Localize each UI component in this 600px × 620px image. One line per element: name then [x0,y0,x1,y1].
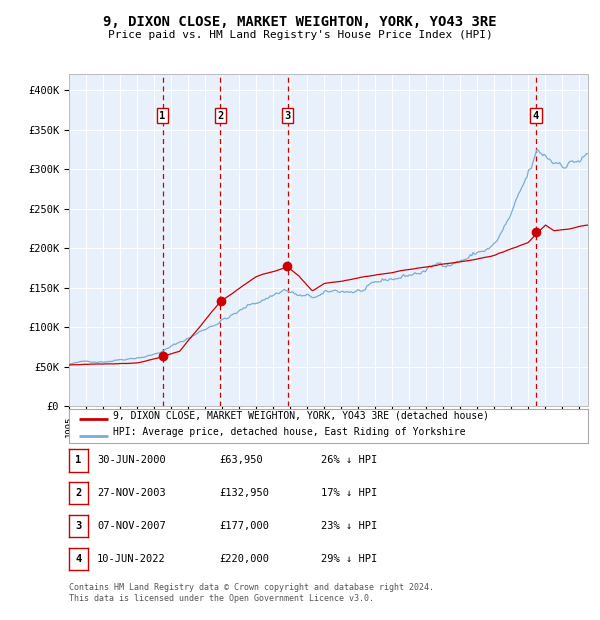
Text: HPI: Average price, detached house, East Riding of Yorkshire: HPI: Average price, detached house, East… [113,427,466,437]
Text: 29% ↓ HPI: 29% ↓ HPI [321,554,377,564]
Text: 1: 1 [76,455,82,465]
Text: 3: 3 [76,521,82,531]
Text: £132,950: £132,950 [219,488,269,498]
Text: £63,950: £63,950 [219,455,263,465]
Text: 26% ↓ HPI: 26% ↓ HPI [321,455,377,465]
Text: Contains HM Land Registry data © Crown copyright and database right 2024.: Contains HM Land Registry data © Crown c… [69,583,434,592]
Text: 10-JUN-2022: 10-JUN-2022 [97,554,166,564]
Text: 2: 2 [76,488,82,498]
Text: £220,000: £220,000 [219,554,269,564]
Text: 17% ↓ HPI: 17% ↓ HPI [321,488,377,498]
Text: 1: 1 [160,111,166,121]
Text: This data is licensed under the Open Government Licence v3.0.: This data is licensed under the Open Gov… [69,595,374,603]
Text: Price paid vs. HM Land Registry's House Price Index (HPI): Price paid vs. HM Land Registry's House … [107,30,493,40]
Text: £177,000: £177,000 [219,521,269,531]
Text: 9, DIXON CLOSE, MARKET WEIGHTON, YORK, YO43 3RE (detached house): 9, DIXON CLOSE, MARKET WEIGHTON, YORK, Y… [113,410,489,420]
Text: 07-NOV-2007: 07-NOV-2007 [97,521,166,531]
Text: 23% ↓ HPI: 23% ↓ HPI [321,521,377,531]
Text: 4: 4 [533,111,539,121]
Text: 2: 2 [217,111,224,121]
Text: 27-NOV-2003: 27-NOV-2003 [97,488,166,498]
Text: 3: 3 [284,111,291,121]
Text: 4: 4 [76,554,82,564]
Text: 30-JUN-2000: 30-JUN-2000 [97,455,166,465]
Text: 9, DIXON CLOSE, MARKET WEIGHTON, YORK, YO43 3RE: 9, DIXON CLOSE, MARKET WEIGHTON, YORK, Y… [103,16,497,30]
